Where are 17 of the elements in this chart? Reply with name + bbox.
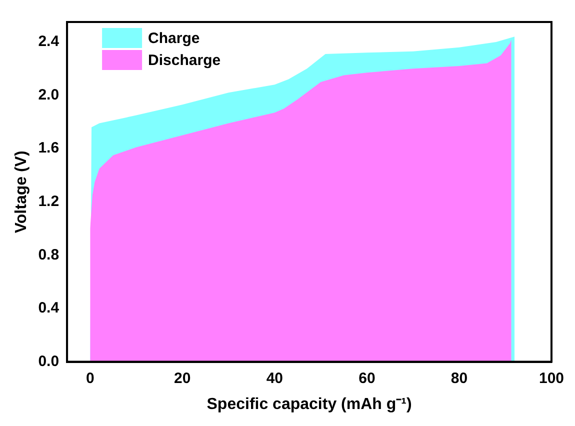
- y-tick-label: 2.0: [38, 86, 60, 104]
- y-tick-label: 1.2: [38, 193, 60, 210]
- legend-label: Discharge: [148, 52, 221, 70]
- x-tick-label: 60: [358, 370, 376, 387]
- x-tick-label: 40: [266, 370, 284, 387]
- x-tick-label: 0: [86, 370, 94, 387]
- y-tick-label: 0.8: [38, 246, 60, 264]
- y-tick-label: 1.6: [38, 140, 60, 157]
- y-tick-label: 0.4: [38, 300, 60, 317]
- x-axis-title: Specific capacity (mAh g⁻¹): [206, 396, 412, 413]
- x-tick-label: 80: [450, 370, 468, 387]
- y-tick-label: 2.4: [38, 33, 60, 50]
- x-tick-label: 100: [538, 370, 564, 387]
- x-tick-label: 20: [174, 370, 191, 387]
- y-tick-label: 0.0: [38, 352, 60, 370]
- y-axis-title: Voltage (V): [13, 150, 30, 234]
- legend-label: Charge: [148, 30, 200, 48]
